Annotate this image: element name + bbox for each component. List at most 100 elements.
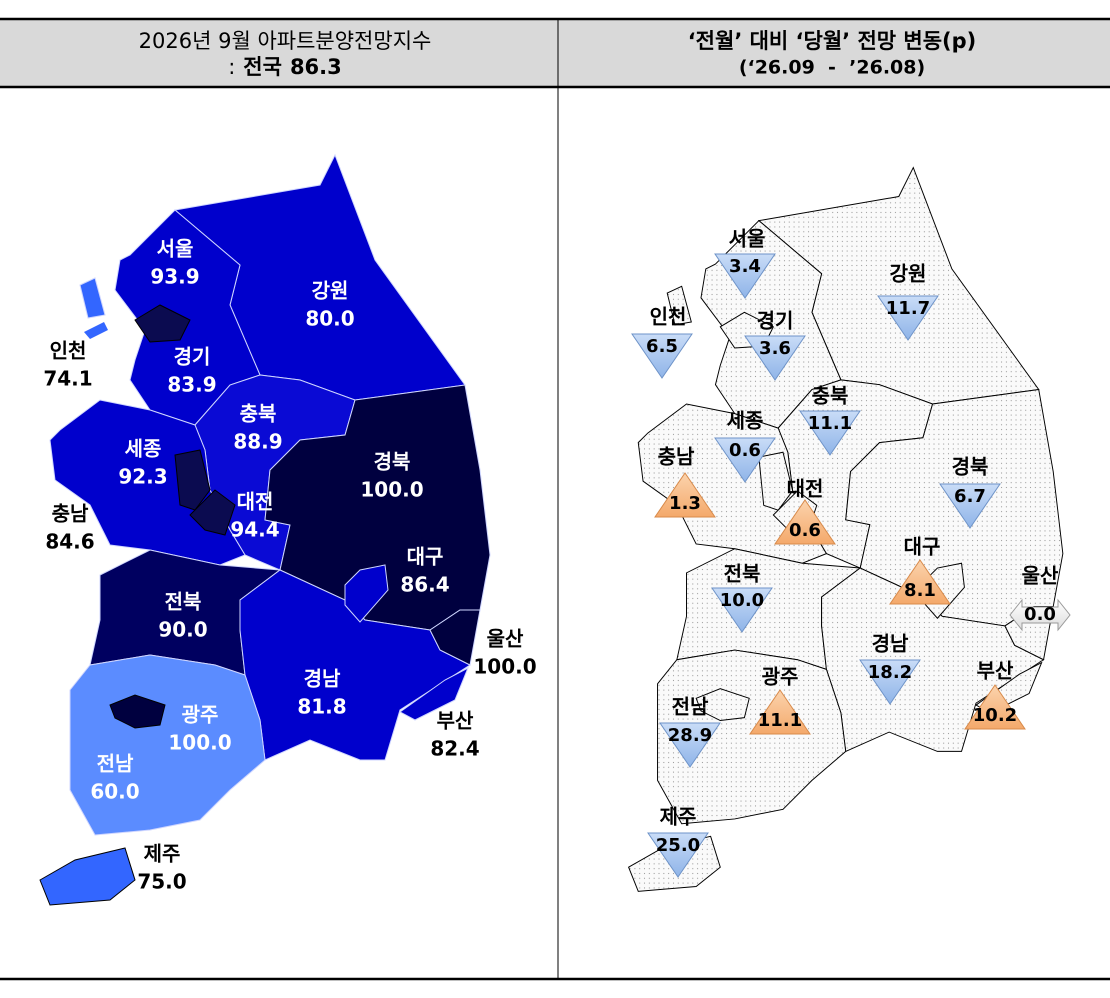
region-shape (344, 564, 389, 623)
region-shape (758, 451, 794, 511)
region-shape (637, 403, 828, 564)
region-value: 84.6 (45, 530, 94, 554)
change-marker (877, 295, 939, 341)
region-shape (174, 449, 211, 511)
region-name: 전북 (724, 562, 761, 586)
region-value: 82.4 (430, 737, 479, 761)
change-value: 1.3 (669, 493, 701, 514)
region-value: 100.0 (360, 478, 423, 502)
change-marker (859, 659, 921, 705)
region-value: 80.0 (305, 307, 354, 331)
region-name: 광주 (182, 703, 219, 727)
change-marker (1009, 598, 1071, 632)
region-name: 세종 (125, 437, 162, 461)
separator: : (228, 55, 235, 79)
change-marker (799, 410, 861, 456)
region-shape (84, 322, 108, 339)
region-shape (399, 666, 469, 721)
region-name: 서울 (157, 237, 194, 261)
change-value: 8.1 (904, 580, 936, 601)
region-name: 대구 (407, 545, 444, 569)
region-value: 86.4 (400, 573, 449, 597)
region-name: 부산 (437, 709, 474, 733)
region-name: 경남 (872, 632, 909, 656)
region-name: 전북 (165, 590, 202, 614)
change-marker (631, 333, 693, 379)
change-value: 3.4 (729, 256, 761, 277)
region-name: 대전 (237, 490, 274, 514)
region-value: 92.3 (118, 465, 167, 489)
region-name: 서울 (729, 227, 766, 251)
region-shape (666, 285, 692, 326)
region-value: 100.0 (473, 655, 536, 679)
region-name: 대구 (904, 535, 941, 559)
change-marker (647, 832, 709, 878)
change-value: 10.0 (720, 590, 764, 611)
change-value: 11.1 (808, 413, 852, 434)
region-value: 100.0 (168, 731, 231, 755)
region-name: 부산 (977, 659, 1014, 683)
change-value: 0.6 (789, 520, 821, 541)
region-shape (49, 399, 246, 566)
region-value: 75.0 (137, 870, 186, 894)
right-period: (‘26.09 - ’26.08) (739, 57, 925, 79)
region-name: 경기 (174, 345, 211, 369)
change-value: 25.0 (656, 835, 700, 856)
region-name: 경남 (304, 667, 341, 691)
change-map-shapes (627, 166, 1064, 892)
region-value: 83.9 (167, 373, 216, 397)
region-shape (657, 649, 847, 825)
region-value: 88.9 (233, 430, 282, 454)
national-value: 86.3 (290, 55, 342, 79)
region-shape (109, 694, 166, 729)
region-shape (39, 847, 136, 906)
region-name: 인천 (50, 339, 87, 363)
index-shapes (39, 153, 491, 906)
index-map: 강원 80.0 경기 83.9 충북 88.9 충남 84.6 경북 100.0 전북 90.0 경남 8… (39, 153, 537, 906)
region-value: 60.0 (90, 780, 139, 804)
region-name: 대전 (787, 477, 824, 501)
change-marker (749, 689, 811, 735)
change-value: 10.2 (973, 705, 1017, 726)
change-value: 11.7 (886, 298, 930, 319)
region-name: 전남 (97, 752, 134, 776)
region-name: 충남 (658, 445, 695, 469)
change-map-labels: 강원 11.7 경기 3.6 충북 11.1 충남 1.3 경북 6.7 전북 10.0 경남 18.2 전… (631, 227, 1071, 878)
region-name: 전남 (672, 695, 709, 719)
region-name: 제주 (144, 842, 181, 866)
region-shape (189, 489, 236, 536)
change-marker (774, 499, 836, 545)
change-marker (714, 253, 776, 299)
region-value: 90.0 (158, 618, 207, 642)
region-value: 74.1 (43, 367, 92, 391)
region-name: 경북 (952, 455, 989, 479)
change-value: 6.7 (954, 486, 986, 507)
index-labels: 강원 80.0 경기 83.9 충북 88.9 충남 84.6 경북 100.0 전북 90.0 경남 8… (43, 237, 536, 894)
change-marker (714, 437, 776, 483)
header-bg (0, 19, 1110, 87)
right-title: ‘전월’ 대비 ‘당월’ 전망 변동(p) (688, 29, 977, 53)
region-shape (69, 654, 266, 836)
change-value: 11.1 (758, 710, 802, 731)
region-value: 93.9 (150, 265, 199, 289)
region-shape (134, 304, 191, 343)
region-shape (79, 277, 106, 319)
change-value: 18.2 (868, 662, 912, 683)
region-shape (695, 688, 750, 722)
region-name: 경북 (374, 450, 411, 474)
region-shape (429, 609, 481, 666)
region-value: 81.8 (297, 695, 346, 719)
change-value: 0.0 (1024, 604, 1056, 625)
region-name: 세종 (727, 409, 764, 433)
change-marker (744, 335, 806, 381)
region-name: 충남 (52, 502, 89, 526)
change-marker (939, 483, 1001, 529)
left-national: : 전국 86.3 (228, 55, 342, 79)
region-name: 울산 (1022, 564, 1059, 588)
change-marker (654, 472, 716, 518)
national-label: 전국 (243, 55, 282, 79)
change-marker (659, 722, 721, 768)
